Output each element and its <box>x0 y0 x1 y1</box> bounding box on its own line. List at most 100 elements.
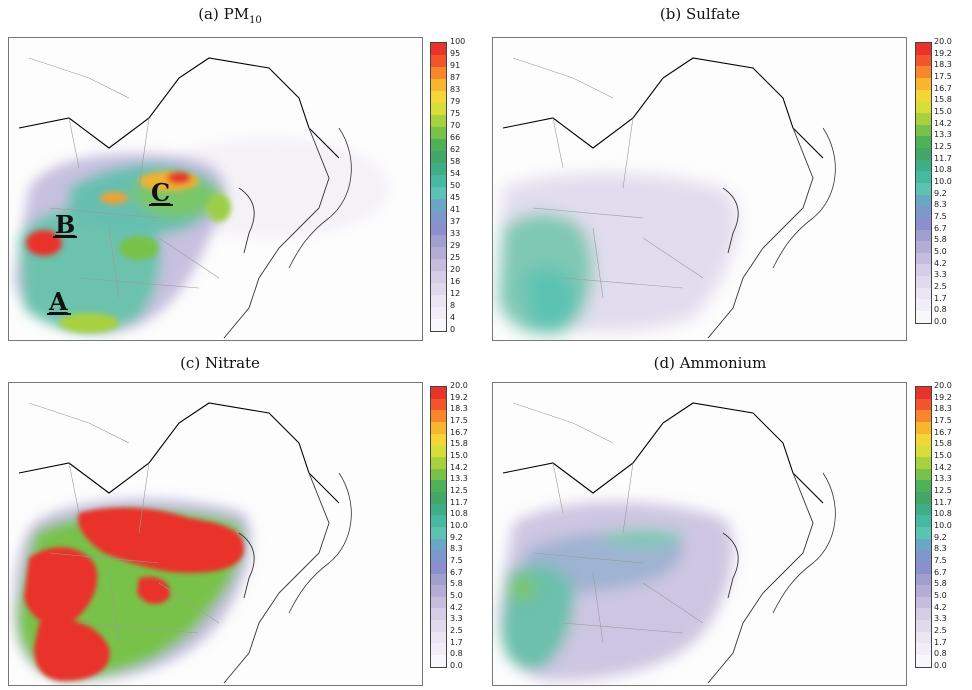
colorbar-segment <box>916 112 931 125</box>
title-subscript: 10 <box>249 15 262 26</box>
colorbar-tick-label: 15.0 <box>934 107 952 116</box>
colorbar-segment <box>916 596 931 609</box>
colorbar-segment <box>431 247 446 259</box>
colorbar-tick-label: 14.2 <box>450 462 468 472</box>
colorbar-tick-label: 1.7 <box>934 293 947 303</box>
colorbar-segment <box>916 287 931 300</box>
colorbar-segment <box>916 264 931 277</box>
colorbar-tick-label: 13.3 <box>934 474 952 484</box>
colorbar-tick-label: 33 <box>450 229 461 238</box>
colorbar-tick-label: 12.5 <box>934 486 952 495</box>
colorbar-tick-label: 58 <box>450 157 461 166</box>
colorbar-tick-label: 95 <box>450 49 461 58</box>
colorbar-tick-label: 3.3 <box>934 270 947 280</box>
colorbar-tick-label: 9.2 <box>450 532 463 542</box>
colorbar-tick-label: 1.7 <box>450 637 463 647</box>
colorbar-segment <box>916 159 931 172</box>
colorbar-tick-label: 0.8 <box>934 305 947 315</box>
colorbar-segment <box>916 620 931 632</box>
panel-title-nitrate: (c) Nitrate <box>140 354 300 372</box>
colorbar-segment <box>431 585 446 597</box>
map-ammonium <box>492 382 907 686</box>
colorbar-segment <box>431 127 446 139</box>
colorbar-segment <box>431 91 446 103</box>
colorbar-segment <box>431 387 446 399</box>
colorbar-segment <box>916 480 931 492</box>
colorbar-segment <box>916 526 931 539</box>
colorbar-tick-label: 17.5 <box>450 416 468 425</box>
colorbar-tick-label: 10.8 <box>934 165 952 175</box>
colorbar-tick-label: 15.0 <box>934 451 952 460</box>
colorbar-segment <box>431 491 446 504</box>
region-label-b: B <box>55 210 75 239</box>
colorbar-tick-label: 15.8 <box>934 439 952 449</box>
colorbar-tick-label: 0.8 <box>934 649 947 659</box>
colorbar-segment <box>916 468 931 481</box>
colorbar-segment <box>916 66 931 78</box>
colorbar-tick-label: 0.0 <box>934 317 947 326</box>
colorbar-tick-label: 17.5 <box>934 72 952 81</box>
colorbar-segment <box>431 151 446 163</box>
colorbar-tick-label: 75 <box>450 109 461 118</box>
colorbar-tick-label: 17.5 <box>934 416 952 425</box>
colorbar-segment <box>916 77 931 90</box>
colorbar-tick-label: 11.7 <box>934 497 952 507</box>
colorbar-segment <box>431 655 446 667</box>
colorbar-segment <box>916 631 931 644</box>
colorbar-tick-label: 100 <box>450 37 466 46</box>
colorbar-segment <box>916 217 931 230</box>
colorbar-tick-label: 14.2 <box>934 118 952 128</box>
colorbar-tick-label: 9.2 <box>934 532 947 542</box>
colorbar-segment <box>431 456 446 469</box>
colorbar-tick-label: 37 <box>450 217 461 226</box>
colorbar-segment <box>431 608 446 621</box>
colorbar-tick-label: 5.8 <box>934 579 947 589</box>
map-svg-ammonium <box>498 402 836 684</box>
colorbar-segment <box>431 307 446 319</box>
colorbar-tick-label: 20 <box>450 265 461 274</box>
colorbar-tick-label: 0.0 <box>450 661 463 670</box>
colorbar-tick-label: 13.3 <box>450 474 468 484</box>
colorbar-segment <box>916 387 931 399</box>
colorbar-segment <box>431 163 446 175</box>
colorbar-segment <box>431 187 446 199</box>
colorbar-segment <box>431 319 446 331</box>
colorbar-segment <box>916 608 931 621</box>
colorbar-segment <box>916 655 931 667</box>
colorbar-segment <box>916 398 931 411</box>
colorbar-tick-label: 13.3 <box>934 130 952 140</box>
colorbar-tick-label: 54 <box>450 169 461 178</box>
colorbar-tick-label: 7.5 <box>450 556 463 565</box>
colorbar-tick-label: 5.0 <box>450 591 463 600</box>
colorbar-tick-label: 12 <box>450 289 461 298</box>
title-prefix: (c) Nitrate <box>180 354 260 372</box>
colorbar-tick-label: 0.0 <box>934 661 947 670</box>
map-sulfate <box>492 37 907 341</box>
colorbar-sulfate <box>915 42 932 324</box>
colorbar-segment <box>431 503 446 516</box>
colorbar-segment <box>431 433 446 446</box>
colorbar-tick-label: 16.7 <box>934 83 952 93</box>
colorbar-tick-label: 4 <box>450 313 456 322</box>
colorbar-segment <box>916 550 931 562</box>
colorbar-tick-label: 8 <box>450 301 456 310</box>
region-label-c: C <box>151 178 170 207</box>
colorbar-tick-label: 1.7 <box>934 637 947 647</box>
map-nitrate <box>8 382 423 686</box>
colorbar-segment <box>916 561 931 574</box>
colorbar-tick-label: 10.8 <box>934 509 952 519</box>
colorbar-pm10 <box>430 42 447 332</box>
colorbar-tick-label: 8.3 <box>450 544 463 554</box>
colorbar-tick-label: 4.2 <box>934 258 947 268</box>
colorbar-tick-label: 9.2 <box>934 188 947 198</box>
colorbar-segment <box>431 445 446 457</box>
colorbar-segment <box>916 54 931 67</box>
colorbar-tick-label: 19.2 <box>934 48 952 58</box>
colorbar-tick-label: 25 <box>450 253 461 262</box>
colorbar-tick-label: 50 <box>450 181 461 190</box>
colorbar-tick-label: 62 <box>450 145 461 154</box>
colorbar-segment <box>431 43 446 55</box>
colorbar-segment <box>916 445 931 457</box>
colorbar-segment <box>431 115 446 127</box>
colorbar-segment <box>431 561 446 574</box>
